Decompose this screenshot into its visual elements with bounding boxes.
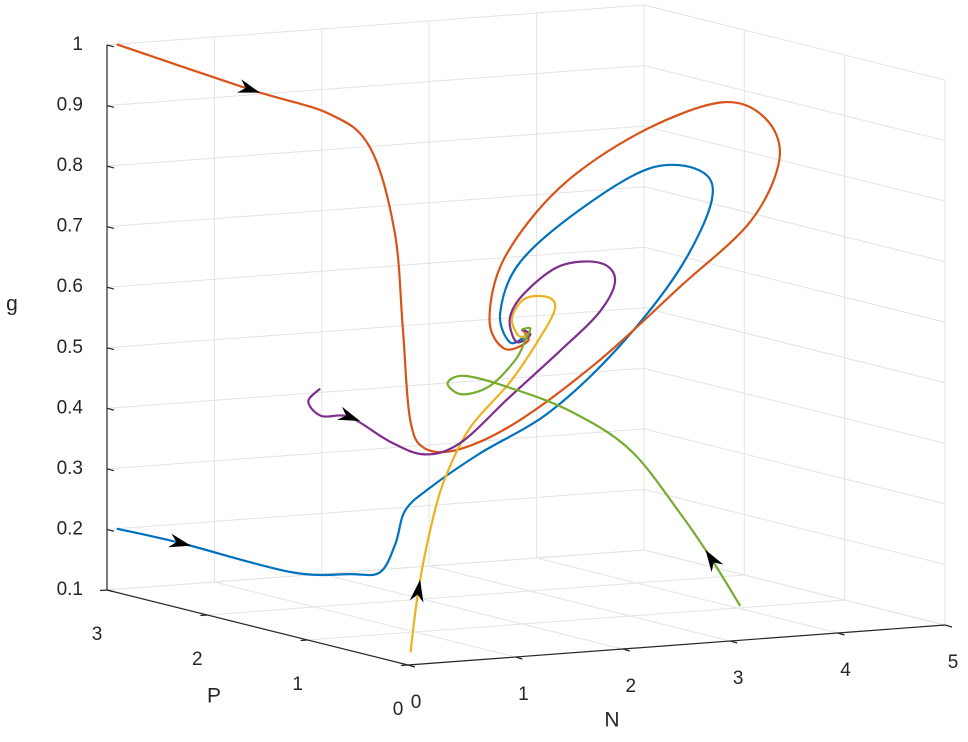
x-tick-label: 2 bbox=[626, 676, 637, 697]
z-tick-label: 0.6 bbox=[57, 276, 83, 297]
direction-arrow bbox=[168, 533, 192, 548]
x-tick-label: 5 bbox=[948, 652, 959, 673]
z-tick bbox=[106, 407, 115, 411]
x-axis-line bbox=[407, 624, 946, 666]
direction-arrow bbox=[705, 549, 724, 573]
grid-line bbox=[536, 557, 838, 634]
z-tick bbox=[106, 347, 115, 351]
x-tick-label: 4 bbox=[840, 660, 851, 681]
x-tick-label: 1 bbox=[518, 684, 529, 705]
grid-line bbox=[643, 488, 946, 565]
x-tick bbox=[944, 624, 953, 628]
x-tick bbox=[837, 632, 845, 636]
x-tick bbox=[730, 640, 738, 644]
grid-line bbox=[643, 246, 946, 323]
x-tick bbox=[622, 648, 630, 652]
curves bbox=[116, 43, 782, 653]
grid-line bbox=[106, 125, 645, 167]
grid-line bbox=[643, 428, 946, 505]
z-tick bbox=[106, 226, 115, 230]
z-tick-label: 0.7 bbox=[57, 216, 83, 237]
x-tick-label: 0 bbox=[411, 692, 422, 713]
trajectory bbox=[307, 260, 617, 456]
x-tick-label: 3 bbox=[733, 668, 744, 689]
z-tick-label: 0.4 bbox=[57, 397, 84, 418]
trajectory bbox=[446, 326, 742, 607]
direction-arrow bbox=[409, 579, 424, 603]
z-tick-label: 0.9 bbox=[57, 95, 83, 116]
grid-line bbox=[643, 65, 946, 142]
grid-line bbox=[106, 488, 645, 530]
y-axis-line bbox=[106, 589, 409, 666]
axes: 0 1 2 3 4 5 0 1 2 3 0.1 0.2 0.3 0.4 0.5 0.6 0.7 0.8 0.9 1 bbox=[57, 34, 959, 720]
grid-line bbox=[643, 186, 946, 263]
grid-line bbox=[321, 573, 623, 650]
grid-line bbox=[643, 549, 946, 626]
z-tick bbox=[106, 104, 115, 108]
x-axis-title: N bbox=[604, 709, 619, 732]
grid-line bbox=[643, 4, 946, 81]
y-tick bbox=[300, 639, 308, 642]
z-tick bbox=[106, 589, 115, 593]
z-tick bbox=[106, 528, 115, 532]
z-tick-label: 1 bbox=[72, 34, 83, 55]
direction-arrow bbox=[236, 79, 260, 93]
y-tick-label: 2 bbox=[192, 649, 203, 670]
z-tick-label: 0.3 bbox=[57, 458, 83, 479]
y-tick-label: 3 bbox=[92, 624, 103, 645]
y-tick bbox=[99, 589, 108, 592]
y-tick-label: 1 bbox=[292, 674, 303, 695]
y-tick bbox=[200, 614, 208, 617]
x-tick bbox=[407, 664, 416, 668]
z-tick-label: 0.1 bbox=[57, 579, 83, 600]
grid-line bbox=[214, 581, 516, 658]
z-tick bbox=[106, 44, 115, 48]
z-tick bbox=[106, 165, 115, 169]
z-tick-label: 0.2 bbox=[57, 518, 83, 539]
grid-line bbox=[106, 307, 645, 349]
grid-line bbox=[106, 65, 645, 107]
grid-line bbox=[429, 565, 731, 642]
grid-line bbox=[106, 549, 645, 591]
z-tick bbox=[106, 286, 115, 290]
trajectory bbox=[409, 294, 557, 653]
z-tick-label: 0.5 bbox=[57, 337, 83, 358]
trajectory bbox=[116, 43, 782, 454]
grid-line bbox=[106, 4, 645, 46]
z-axis-title: g bbox=[6, 293, 18, 316]
y-tick bbox=[400, 664, 409, 667]
y-axis-title: P bbox=[207, 685, 221, 708]
trajectory bbox=[116, 163, 714, 577]
x-tick bbox=[515, 656, 523, 660]
z-tick-label: 0.8 bbox=[57, 155, 83, 176]
grid-line bbox=[307, 599, 845, 641]
z-tick bbox=[106, 468, 115, 472]
y-tick-label: 0 bbox=[393, 699, 404, 720]
grid-line bbox=[106, 428, 645, 470]
direction-arrow bbox=[337, 406, 361, 421]
grid-line bbox=[106, 367, 645, 409]
grid-line bbox=[643, 307, 946, 384]
grid-line bbox=[643, 125, 946, 202]
grid-line bbox=[207, 574, 745, 616]
grid-line bbox=[643, 367, 946, 444]
grid-line bbox=[106, 246, 645, 288]
